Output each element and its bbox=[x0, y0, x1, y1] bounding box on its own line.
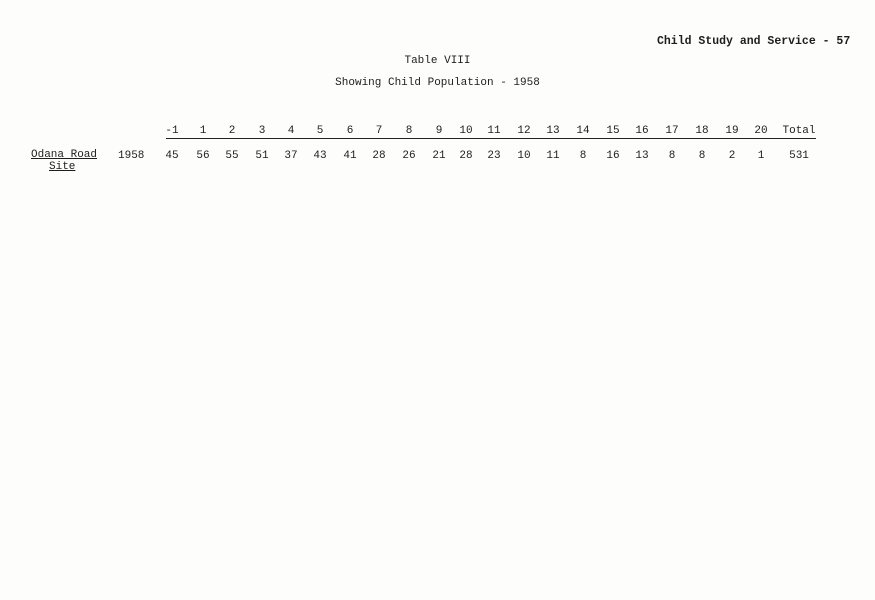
table-cell: 21 bbox=[432, 150, 446, 162]
table-cell: 45 bbox=[165, 150, 179, 162]
column-header: 9 bbox=[435, 125, 443, 137]
column-header: 8 bbox=[405, 125, 413, 137]
table-cell: 16 bbox=[606, 150, 620, 162]
column-header: 2 bbox=[228, 125, 236, 137]
column-header: 14 bbox=[576, 125, 590, 137]
table-cell: 23 bbox=[487, 150, 501, 162]
column-header: 7 bbox=[375, 125, 383, 137]
table-cell: 10 bbox=[517, 150, 531, 162]
table-title: Table VIII bbox=[404, 55, 471, 67]
table-cell: 13 bbox=[635, 150, 649, 162]
row-label: Odana Road bbox=[31, 149, 98, 161]
table-cell: 1 bbox=[757, 150, 765, 162]
table-subtitle: Showing Child Population - 1958 bbox=[335, 77, 540, 89]
table-cell: 531 bbox=[789, 150, 809, 162]
table-cell: 28 bbox=[459, 150, 473, 162]
column-header: 5 bbox=[316, 125, 324, 137]
table-cell: 11 bbox=[546, 150, 560, 162]
column-header: 4 bbox=[287, 125, 295, 137]
column-header: -1 bbox=[165, 125, 179, 137]
running-head: Child Study and Service - 57 bbox=[657, 35, 851, 48]
column-header: 20 bbox=[754, 125, 768, 137]
table-cell: 37 bbox=[284, 150, 298, 162]
column-header: 13 bbox=[546, 125, 560, 137]
table-cell: 56 bbox=[196, 150, 210, 162]
column-header: 12 bbox=[517, 125, 531, 137]
table-cell: 51 bbox=[255, 150, 269, 162]
column-header: 10 bbox=[459, 125, 473, 137]
table-cell: 41 bbox=[343, 150, 357, 162]
table-cell: 26 bbox=[402, 150, 416, 162]
table-cell: 2 bbox=[728, 150, 736, 162]
table-cell: 8 bbox=[698, 150, 706, 162]
column-header: 19 bbox=[725, 125, 739, 137]
column-header: 1 bbox=[199, 125, 207, 137]
table-cell: 43 bbox=[313, 150, 327, 162]
header-rule bbox=[166, 138, 816, 139]
column-header: 15 bbox=[606, 125, 620, 137]
table-cell: 28 bbox=[372, 150, 386, 162]
column-header: 16 bbox=[635, 125, 649, 137]
table-cell: 55 bbox=[225, 150, 239, 162]
row-year: 1958 bbox=[118, 150, 145, 162]
column-header: 17 bbox=[665, 125, 679, 137]
table-cell: 8 bbox=[579, 150, 587, 162]
row-label-continued: Site bbox=[49, 161, 76, 173]
column-header: 11 bbox=[487, 125, 501, 137]
column-header: 6 bbox=[346, 125, 354, 137]
table-cell: 8 bbox=[668, 150, 676, 162]
column-header: 18 bbox=[695, 125, 709, 137]
column-header: Total bbox=[782, 125, 816, 137]
column-header: 3 bbox=[258, 125, 266, 137]
